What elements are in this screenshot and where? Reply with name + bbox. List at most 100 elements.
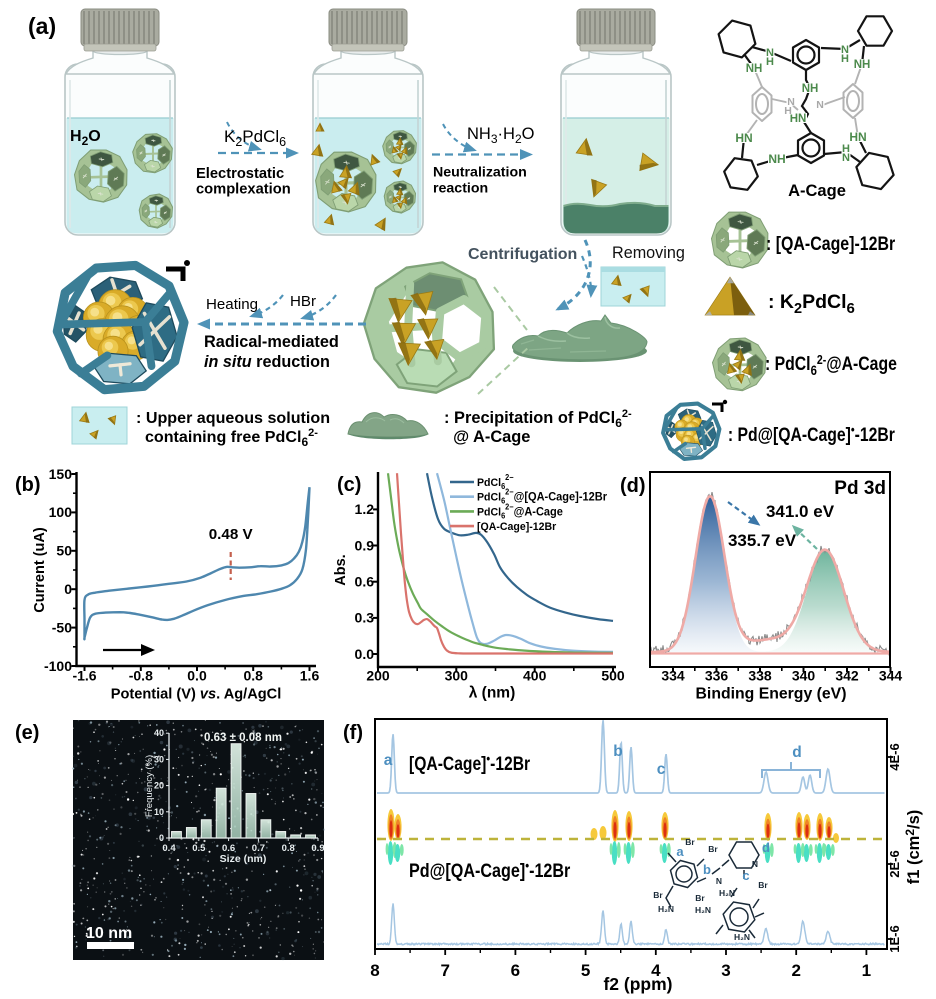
- svg-text:Centrifugation: Centrifugation: [468, 246, 577, 263]
- svg-text:150: 150: [49, 466, 73, 482]
- svg-text:334: 334: [661, 668, 685, 684]
- svg-text:a: a: [384, 752, 393, 769]
- svg-text:335.7 eV: 335.7 eV: [728, 531, 797, 550]
- svg-text:N: N: [766, 47, 774, 59]
- svg-text:1.2: 1.2: [355, 501, 375, 517]
- svg-text:0.8: 0.8: [282, 843, 295, 854]
- svg-text:containing free PdCl62-: containing free PdCl62-: [136, 427, 318, 449]
- svg-text:2E-6: 2E-6: [887, 850, 902, 877]
- svg-text:Abs.: Abs.: [333, 554, 349, 585]
- svg-text:HN: HN: [735, 131, 752, 145]
- svg-text:PdCl62−: PdCl62−: [477, 473, 514, 491]
- svg-text:(b): (b): [15, 474, 41, 496]
- svg-text:338: 338: [748, 668, 772, 684]
- svg-text:N: N: [842, 152, 850, 164]
- svg-text:@ A-Cage: @ A-Cage: [444, 428, 530, 446]
- svg-text:5: 5: [581, 961, 590, 980]
- svg-text:[QA-Cage]•-12Br: [QA-Cage]•-12Br: [409, 751, 530, 774]
- svg-text:HBr: HBr: [290, 293, 316, 310]
- svg-text:Br: Br: [685, 837, 695, 847]
- svg-text:7: 7: [440, 961, 449, 980]
- svg-text:0.48 V: 0.48 V: [209, 526, 254, 543]
- svg-text:in situ reduction: in situ reduction: [204, 353, 330, 371]
- svg-text:300: 300: [445, 668, 469, 684]
- svg-text:0.6: 0.6: [222, 843, 235, 854]
- svg-text:d: d: [762, 840, 770, 855]
- svg-text:: Upper aqueous solution: : Upper aqueous solution: [136, 409, 330, 427]
- svg-text:c: c: [657, 761, 666, 778]
- svg-text:NH3·H2O: NH3·H2O: [467, 125, 535, 146]
- svg-text:A-Cage: A-Cage: [788, 182, 846, 200]
- svg-text:: Precipitation of PdCl62-: : Precipitation of PdCl62-: [444, 408, 632, 430]
- svg-text:Binding Energy (eV): Binding Energy (eV): [696, 686, 847, 703]
- svg-text:-100: -100: [44, 658, 72, 674]
- svg-text:: K2PdCl6: : K2PdCl6: [768, 291, 855, 317]
- svg-text:0.0: 0.0: [355, 646, 375, 662]
- svg-text:: [QA-Cage]-12Br: : [QA-Cage]-12Br: [766, 232, 895, 254]
- svg-text:3: 3: [721, 961, 730, 980]
- svg-text:Size (nm): Size (nm): [220, 853, 267, 865]
- svg-text:NH: NH: [768, 152, 785, 166]
- svg-text:Br: Br: [695, 893, 705, 903]
- svg-text:20: 20: [154, 781, 164, 791]
- svg-text:Neutralization: Neutralization: [433, 165, 527, 181]
- svg-text:[QA-Cage]-12Br: [QA-Cage]-12Br: [477, 521, 557, 533]
- svg-text:0.9: 0.9: [311, 843, 324, 854]
- svg-text:: PdCl62-@A-Cage: : PdCl62-@A-Cage: [765, 352, 897, 378]
- svg-text:0.0: 0.0: [187, 668, 207, 684]
- svg-text:336: 336: [705, 668, 729, 684]
- svg-text:0: 0: [64, 581, 72, 597]
- svg-text:PdCl62−@A-Cage: PdCl62−@A-Cage: [477, 502, 563, 520]
- svg-text:2: 2: [791, 961, 800, 980]
- svg-text:200: 200: [366, 668, 390, 684]
- svg-text:344: 344: [879, 668, 903, 684]
- svg-text:Heating: Heating: [206, 296, 258, 313]
- svg-text:Potential (V) vs. Ag/AgCl: Potential (V) vs. Ag/AgCl: [111, 687, 282, 703]
- svg-text:Electrostatic: Electrostatic: [196, 166, 284, 182]
- svg-text:Frequency (%): Frequency (%): [144, 755, 155, 817]
- svg-text:b: b: [613, 743, 622, 760]
- svg-text:(f): (f): [343, 722, 363, 744]
- svg-text:NH: NH: [854, 59, 871, 71]
- svg-text:0.63 ± 0.08 nm: 0.63 ± 0.08 nm: [204, 732, 282, 744]
- svg-text:Radical-mediated: Radical-mediated: [204, 333, 339, 351]
- svg-text:30: 30: [154, 754, 164, 764]
- svg-text:b: b: [703, 862, 711, 877]
- svg-text:complexation: complexation: [196, 182, 291, 198]
- svg-text:(a): (a): [28, 13, 56, 39]
- svg-text:341.0 eV: 341.0 eV: [766, 502, 835, 521]
- svg-text:c: c: [742, 868, 749, 883]
- svg-text:0.6: 0.6: [355, 574, 375, 590]
- svg-text:1E-6: 1E-6: [887, 925, 902, 952]
- svg-text:(d): (d): [620, 475, 646, 497]
- svg-text:H₂N: H₂N: [695, 905, 711, 915]
- svg-text:H: H: [784, 105, 792, 117]
- svg-text:a: a: [676, 844, 684, 859]
- svg-text:4E-6: 4E-6: [887, 743, 902, 770]
- svg-text:PdCl62−@[QA-Cage]-12Br: PdCl62−@[QA-Cage]-12Br: [477, 487, 608, 505]
- svg-text:N: N: [787, 96, 795, 108]
- svg-text:6: 6: [511, 961, 520, 980]
- svg-text:0.3: 0.3: [355, 610, 375, 626]
- svg-text:f1 (cm2/s): f1 (cm2/s): [903, 810, 923, 885]
- svg-text:(e): (e): [15, 722, 39, 744]
- svg-text:400: 400: [523, 668, 547, 684]
- svg-text:: Pd@[QA-Cage]•-12Br: : Pd@[QA-Cage]•-12Br: [728, 422, 895, 445]
- svg-text:-0.8: -0.8: [129, 668, 153, 684]
- svg-text:N: N: [841, 44, 849, 56]
- svg-text:N: N: [752, 859, 758, 869]
- svg-text:0.9: 0.9: [355, 537, 375, 553]
- svg-text:Br: Br: [708, 844, 718, 854]
- svg-text:H₂N: H₂N: [719, 888, 735, 898]
- svg-text:500: 500: [601, 668, 625, 684]
- svg-text:H₂N: H₂N: [734, 932, 750, 942]
- svg-text:10 nm: 10 nm: [86, 925, 132, 942]
- svg-text:H: H: [841, 53, 849, 65]
- svg-text:λ (nm): λ (nm): [469, 685, 516, 702]
- svg-text:H: H: [766, 56, 774, 68]
- svg-text:Removing: Removing: [612, 244, 685, 262]
- svg-text:100: 100: [49, 504, 73, 520]
- svg-text:40: 40: [154, 728, 164, 738]
- svg-text:-1.6: -1.6: [72, 668, 96, 684]
- svg-text:0.7: 0.7: [252, 843, 265, 854]
